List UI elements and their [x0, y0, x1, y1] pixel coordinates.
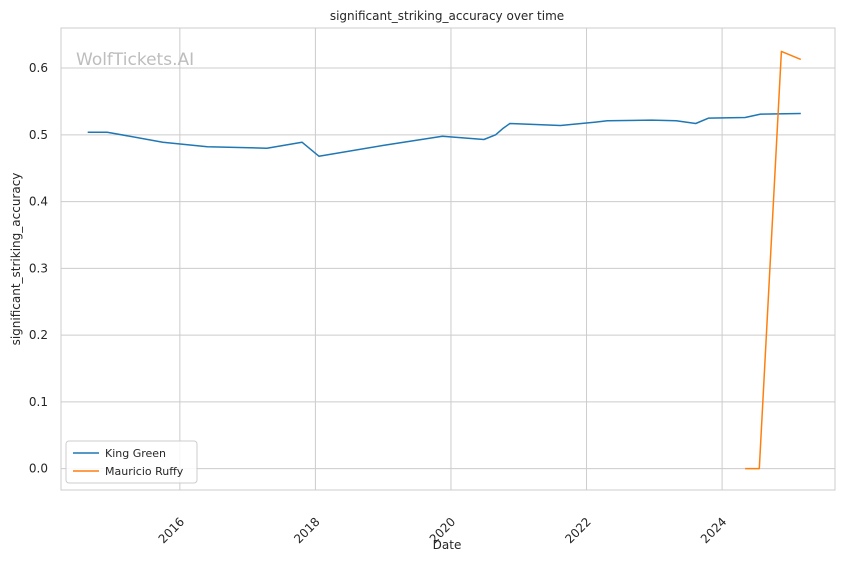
legend-label-king-green: King Green	[105, 447, 166, 460]
legend-box	[65, 440, 198, 484]
y-axis-title: significant_striking_accuracy	[9, 173, 23, 346]
x-tick-label: 2024	[698, 515, 729, 546]
y-tick-label: 0.6	[29, 61, 48, 75]
y-tick-label: 0.0	[29, 462, 48, 476]
series-layer	[87, 50, 802, 470]
y-tick-label: 0.4	[29, 195, 48, 209]
x-tick-label: 2018	[291, 515, 322, 546]
series-line-mauricio-ruffy	[745, 50, 802, 470]
chart-title: significant_striking_accuracy over time	[330, 9, 564, 23]
legend-label-mauricio-ruffy: Mauricio Ruffy	[105, 465, 184, 478]
x-axis-title: Date	[433, 538, 462, 552]
y-axis-ticks: 0.0 0.1 0.2 0.3 0.4 0.5 0.6	[29, 61, 48, 476]
y-tick-label: 0.2	[29, 328, 48, 342]
y-tick-label: 0.3	[29, 261, 48, 275]
grid-lines	[61, 28, 835, 490]
legend: King Green Mauricio Ruffy	[65, 440, 198, 484]
y-tick-label: 0.1	[29, 395, 48, 409]
watermark-text: WolfTickets.AI	[76, 50, 194, 70]
plot-area-frame	[60, 27, 836, 491]
y-tick-label: 0.5	[29, 128, 48, 142]
series-line-king-green	[87, 112, 801, 157]
x-tick-label: 2022	[562, 515, 593, 546]
x-tick-label: 2016	[156, 515, 187, 546]
